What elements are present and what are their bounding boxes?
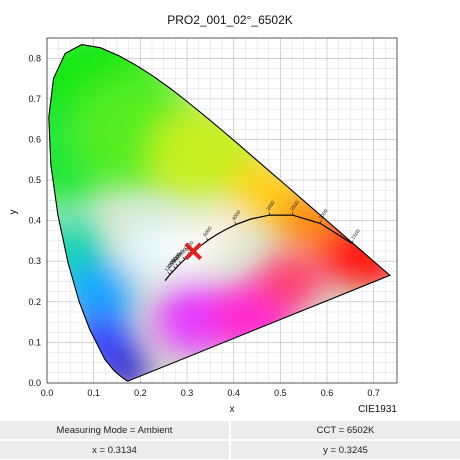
y-tick-label: 0.0	[28, 378, 41, 388]
y-tick-label: 0.6	[28, 134, 41, 144]
cct-text: CCT = 6502K	[231, 421, 460, 439]
spectral-locus	[48, 44, 391, 382]
y-value-text: y = 0.3245	[231, 441, 460, 459]
chart-title: PRO2_001_02°_6502K	[167, 13, 293, 27]
x-axis-label: x	[230, 404, 235, 415]
cct-label: 3000	[265, 200, 276, 213]
cct-label: 8000	[175, 249, 186, 262]
x-tick-label: 0.2	[134, 388, 147, 398]
marker-stroke-2	[184, 242, 203, 261]
cct-tick	[175, 263, 179, 267]
y-tick-label: 0.7	[28, 94, 41, 104]
cie-diagram-label: CIE1931	[358, 404, 397, 415]
color-blob	[257, 252, 323, 311]
cct-tick	[182, 256, 185, 260]
cct-label: 7000	[179, 245, 190, 258]
cct-label: 4000	[231, 209, 242, 222]
x-tick-label: 0.1	[87, 388, 100, 398]
cct-label: 5000	[202, 225, 213, 238]
x-value-text: x = 0.3134	[0, 441, 229, 459]
y-tick-label: 0.3	[28, 256, 41, 266]
cct-label: 2500	[290, 200, 301, 213]
cct-tick	[173, 266, 176, 269]
color-blob	[355, 248, 390, 291]
cct-tick	[234, 221, 237, 225]
cct-label: 2000	[318, 208, 329, 221]
y-tick-label: 0.5	[28, 175, 41, 185]
cct-label: 1500	[351, 228, 362, 241]
cct-tick	[206, 237, 209, 241]
cct-tick	[178, 260, 182, 264]
x-tick-label: 0.4	[227, 388, 240, 398]
spectral-color-fill	[48, 44, 390, 382]
x-tick-label: 0.3	[181, 388, 194, 398]
plot-frame	[46, 37, 398, 384]
y-tick-label: 0.8	[28, 53, 41, 63]
y-tick-label: 0.2	[28, 297, 41, 307]
x-tick-label: 0.5	[274, 388, 287, 398]
cct-tick	[169, 269, 173, 273]
cct-tick	[320, 220, 322, 224]
x-tick-labels: 0.0 0.1 0.2 0.3 0.4 0.5 0.6 0.7	[41, 388, 380, 398]
color-blob	[103, 349, 150, 382]
y-tick-labels: 0.0 0.1 0.2 0.3 0.4 0.5 0.6 0.7 0.8	[28, 53, 41, 388]
color-blob	[196, 207, 244, 250]
measured-point-marker	[184, 242, 203, 261]
cct-tick	[167, 272, 171, 275]
x-tick-label: 0.6	[321, 388, 334, 398]
y-tick-label: 0.1	[28, 337, 41, 347]
x-tick-label: 0.0	[41, 388, 54, 398]
info-row-1: Measuring Mode = Ambient CCT = 6502K	[0, 421, 460, 439]
chromaticity-chart: PRO2_001_02°_6502K 1500 2000 2500 3000 4000 5…	[8, 13, 398, 415]
y-axis-label: y	[8, 210, 19, 215]
y-tick-label: 0.4	[28, 216, 41, 226]
x-tick-label: 0.7	[367, 388, 380, 398]
cct-label: 9000	[172, 252, 183, 265]
measuring-mode-text: Measuring Mode = Ambient	[0, 421, 229, 439]
info-row-2: x = 0.3134 y = 0.3245	[0, 441, 460, 459]
cct-tick	[351, 240, 354, 244]
cct-tick	[268, 212, 270, 216]
